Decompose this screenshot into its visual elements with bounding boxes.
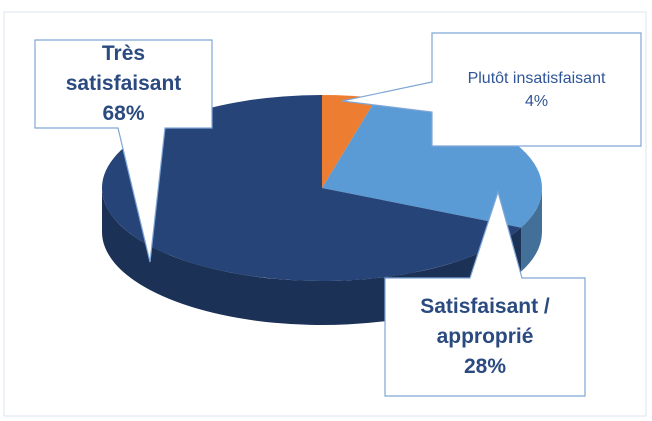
slice xyxy=(322,95,377,188)
data-label: Très satisfaisant 68% xyxy=(43,40,204,128)
value-label: 28% xyxy=(463,355,507,378)
value-label: 68% xyxy=(102,102,145,125)
data-label: Satisfaisant / approprié 28% xyxy=(393,278,577,396)
callout xyxy=(34,39,213,263)
slice xyxy=(101,95,522,281)
category-label: Satisfaisant / approprié xyxy=(420,295,550,348)
value-label: 4% xyxy=(524,92,549,110)
callout xyxy=(384,189,586,397)
category-label: Plutôt insatisfaisant xyxy=(467,69,606,87)
slice-side xyxy=(521,188,542,272)
category-label: Très satisfaisant xyxy=(65,42,182,95)
callout xyxy=(341,32,642,147)
data-label: Plutôt insatisfaisant 4% xyxy=(440,33,633,146)
